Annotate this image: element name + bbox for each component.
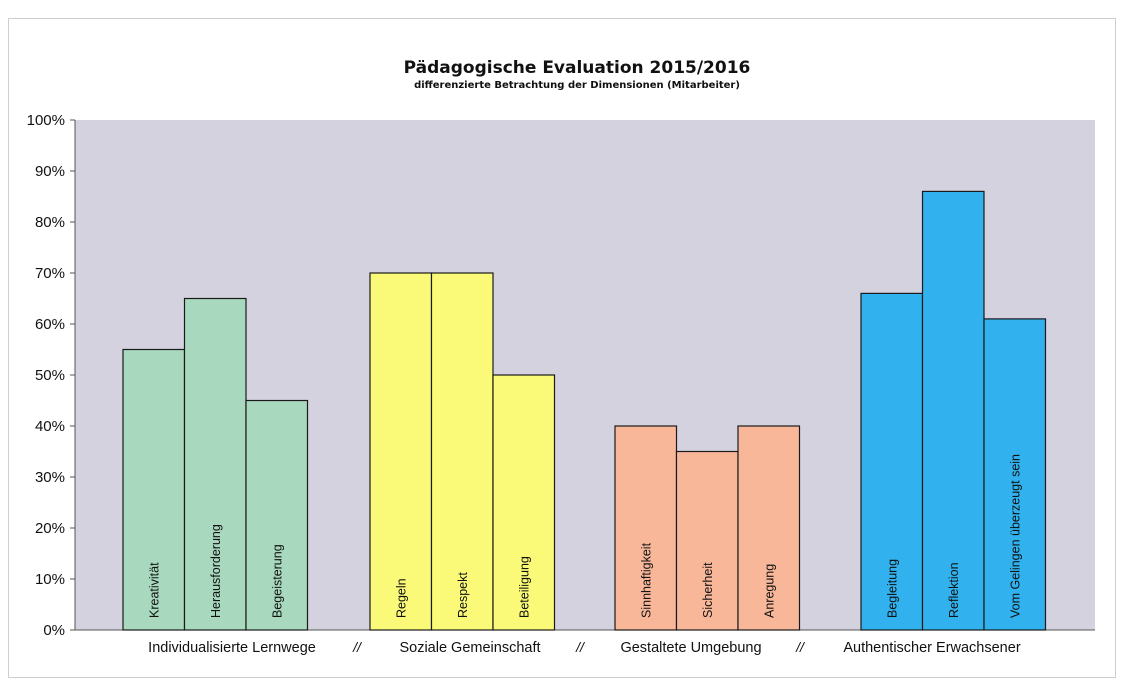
bar-category-label: Herausforderung <box>209 524 223 618</box>
bar <box>614 425 678 631</box>
bar-category-label: Sicherheit <box>701 562 715 618</box>
bar-category-label: Anregung <box>762 564 776 618</box>
bar <box>675 450 739 631</box>
bar-category-label: Begeisterung <box>270 544 284 618</box>
bar-category-label: Begleitung <box>885 559 899 618</box>
bar-category-label: Sinnhaftigkeit <box>639 542 653 618</box>
bar <box>369 272 433 631</box>
y-tick-label: 20% <box>35 520 65 537</box>
y-tick-label: 30% <box>35 469 65 486</box>
bar <box>122 348 186 631</box>
bar <box>983 318 1047 631</box>
y-tick-label: 80% <box>35 214 65 231</box>
group-separator: // <box>795 639 806 655</box>
bar <box>860 292 924 631</box>
group-label: Gestaltete Umgebung <box>620 640 761 656</box>
y-tick-label: 10% <box>35 571 65 588</box>
group-label: Soziale Gemeinschaft <box>399 640 540 656</box>
bar-category-label: Respekt <box>456 572 470 618</box>
plot-area: 0% 10% 20% 30% 40% 50% 60% 70% 80% 90% 100% Kreativ… <box>27 112 1095 656</box>
y-tick-label: 90% <box>35 163 65 180</box>
y-tick-label: 50% <box>35 367 65 384</box>
y-tick-label: 100% <box>27 112 65 129</box>
bar-category-label: Reflektion <box>947 562 961 618</box>
y-tick-label: 40% <box>35 418 65 435</box>
bar-category-label: Beteiligung <box>517 556 531 618</box>
y-tick-label: 60% <box>35 316 65 333</box>
bar <box>492 374 556 631</box>
bar-category-label: Kreativität <box>147 562 161 618</box>
group-separator: // <box>352 639 363 655</box>
y-tick-label: 0% <box>43 622 65 639</box>
chart-subtitle: differenzierte Betrachtung der Dimension… <box>414 80 740 91</box>
bar <box>430 272 494 631</box>
bar <box>245 399 309 631</box>
bar <box>737 425 801 631</box>
bar-category-label: Vom Gelingen überzeugt sein <box>1008 454 1022 618</box>
bar <box>921 190 985 631</box>
group-label: Individualisierte Lernwege <box>148 640 316 656</box>
bar <box>183 297 247 631</box>
group-label: Authentischer Erwachsener <box>843 640 1020 656</box>
group-separator: // <box>575 639 586 655</box>
y-tick-label: 70% <box>35 265 65 282</box>
chart-title: Pädagogische Evaluation 2015/2016 <box>404 58 751 78</box>
bar-category-label: Regeln <box>394 578 408 618</box>
